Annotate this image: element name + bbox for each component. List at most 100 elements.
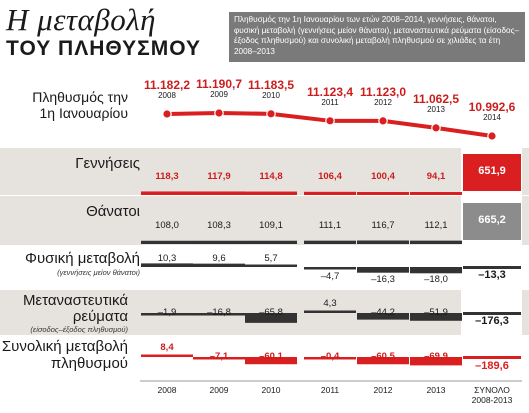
bar-births-2010: [245, 191, 297, 195]
value-deaths-2010: 109,1: [259, 220, 283, 231]
chart-description: Πληθυσμός την 1η Ιανουαρίου των ετών 200…: [229, 12, 525, 62]
value-migration-2012: –44,2: [371, 307, 395, 318]
value-deaths-2013: 112,1: [424, 220, 448, 231]
bar-deaths-2011: [304, 240, 356, 244]
band-births: [0, 148, 529, 195]
value-total-change-2011: –0,4: [320, 351, 340, 362]
value-births-2010: 114,8: [259, 171, 283, 182]
bar-natural-total: [463, 266, 521, 269]
value-births-2013: 94,1: [426, 171, 446, 182]
chart-title-italic: Η μεταβολή: [6, 2, 157, 37]
population-point-2014: [487, 131, 497, 141]
bar-natural-2010: [245, 264, 297, 267]
row-label-natural-sub: (γεννήσεις μείον θάνατοι): [57, 268, 140, 277]
bar-migration-2008: [141, 313, 193, 316]
value-natural-2009: 9,6: [212, 253, 226, 264]
value-births-2011: 106,4: [318, 171, 342, 182]
row-label-migration-sub: (είσοδος–έξοδος πληθυσμού): [30, 325, 128, 334]
row-label-deaths: Θάνατοι: [0, 203, 140, 221]
value-migration-2009: –16,8: [207, 307, 231, 318]
bar-natural-2012: [357, 267, 409, 273]
chart-title-caps: ΤΟΥ ΠΛΗΘΥΣΜΟΥ: [6, 37, 201, 60]
value-migration-2010: –65,8: [259, 307, 283, 318]
population-year-2012: 2012: [374, 97, 392, 107]
value-natural-2012: –16,3: [371, 273, 395, 285]
population-point-2012: [378, 116, 388, 126]
bar-total-change-2010: [245, 357, 297, 365]
population-value-2013: 11.062,5: [412, 91, 460, 106]
year-axis-2012: 2012: [373, 385, 393, 395]
year-axis-total-line2: 2008-2013: [471, 395, 513, 405]
bar-total-change-2011: [304, 357, 356, 360]
population-point-2008: [162, 109, 172, 119]
value-total-change-2013: –69,9: [424, 351, 448, 362]
bar-total-change-2008: [141, 354, 193, 357]
year-axis-2010: 2010: [261, 385, 281, 395]
row-label-births: Γεννήσεις: [0, 155, 140, 173]
bar-migration-2010: [245, 313, 297, 323]
population-point-2009: [214, 108, 224, 118]
population-value-2011: 11.123,4: [306, 84, 354, 99]
value-natural-2010: 5,7: [264, 253, 278, 264]
bar-deaths-2012: [357, 240, 409, 244]
value-total-change-2008: 8,4: [160, 341, 174, 353]
row-label-total-text: Συνολική μεταβολή πληθυσμού: [1, 338, 128, 372]
row-label-migration-text: Μεταναστευτικά ρεύματα: [22, 292, 128, 325]
bar-births-2008: [141, 191, 193, 195]
value-total-change-2010: –60,1: [259, 351, 283, 362]
bar-total-change-total: [463, 356, 521, 359]
value-births-2008: 118,3: [155, 171, 179, 182]
row-label-migration: Μεταναστευτικά ρεύματα (είσοδος–έξοδος π…: [0, 293, 128, 335]
value-births-2009: 117,9: [207, 171, 231, 182]
row-label-total: Συνολική μεταβολή πληθυσμού: [0, 338, 128, 372]
population-year-2009: 2009: [210, 90, 228, 99]
value-total-change-total: –189,6: [475, 360, 509, 372]
value-natural-2013: –18,0: [424, 274, 448, 286]
population-year-2008: 2008: [158, 90, 176, 100]
bar-natural-2013: [410, 267, 462, 274]
bar-migration-2011: [304, 310, 356, 313]
value-deaths-2008: 108,0: [155, 220, 179, 231]
bar-deaths-total: [463, 203, 521, 240]
row-label-natural-text: Φυσική μεταβολή: [24, 250, 140, 267]
bar-migration-2013: [410, 313, 462, 321]
population-point-2011: [325, 116, 335, 126]
value-total-change-2009: –7,1: [209, 351, 229, 362]
value-migration-total: –176,3: [475, 315, 509, 327]
population-value-2010: 11.183,5: [247, 77, 295, 92]
row-label-natural: Φυσική μεταβολή (γεννήσεις μείον θάνατοι…: [0, 250, 140, 278]
year-axis-2013: 2013: [426, 385, 446, 395]
bar-total-change-2009: [193, 357, 245, 360]
value-deaths-2012: 116,7: [371, 220, 395, 231]
bar-natural-2011: [304, 267, 356, 270]
bar-births-total: [463, 154, 521, 191]
year-axis-2011: 2011: [320, 385, 340, 395]
value-natural-2008: 10,3: [157, 253, 177, 264]
value-births-total: 651,9: [478, 165, 506, 177]
population-year-2014: 2014: [483, 113, 501, 122]
bar-migration-2012: [357, 313, 409, 320]
year-axis-total-line1: ΣΥΝΟΛΟ: [474, 385, 510, 395]
population-year-2010: 2010: [262, 90, 280, 100]
bar-natural-2009: [193, 263, 245, 267]
value-deaths-2011: 111,1: [318, 220, 342, 231]
population-year-2013: 2013: [427, 104, 445, 114]
value-natural-total: –13,3: [478, 269, 506, 281]
value-deaths-2009: 108,3: [207, 220, 231, 231]
bar-total-change-2013: [410, 357, 462, 366]
band-migration: [0, 290, 529, 335]
population-value-2009: 11.190,7: [195, 77, 243, 91]
band-deaths: [0, 195, 529, 245]
value-births-2012: 100,4: [371, 171, 395, 182]
row-label-deaths-text: Θάνατοι: [86, 203, 140, 220]
year-axis-total: ΣΥΝΟΛΟ 2008-2013: [462, 385, 522, 405]
value-migration-2011: 4,3: [323, 297, 337, 309]
population-label-line2: 1η Ιανουαρίου: [39, 105, 129, 121]
value-natural-2011: –4,7: [320, 270, 340, 282]
bar-deaths-2010: [245, 240, 297, 244]
bar-migration-total: [463, 312, 521, 315]
population-point-2013: [431, 123, 441, 133]
bar-natural-2008: [141, 263, 193, 267]
population-value-2014: 10.992,6: [468, 100, 516, 114]
